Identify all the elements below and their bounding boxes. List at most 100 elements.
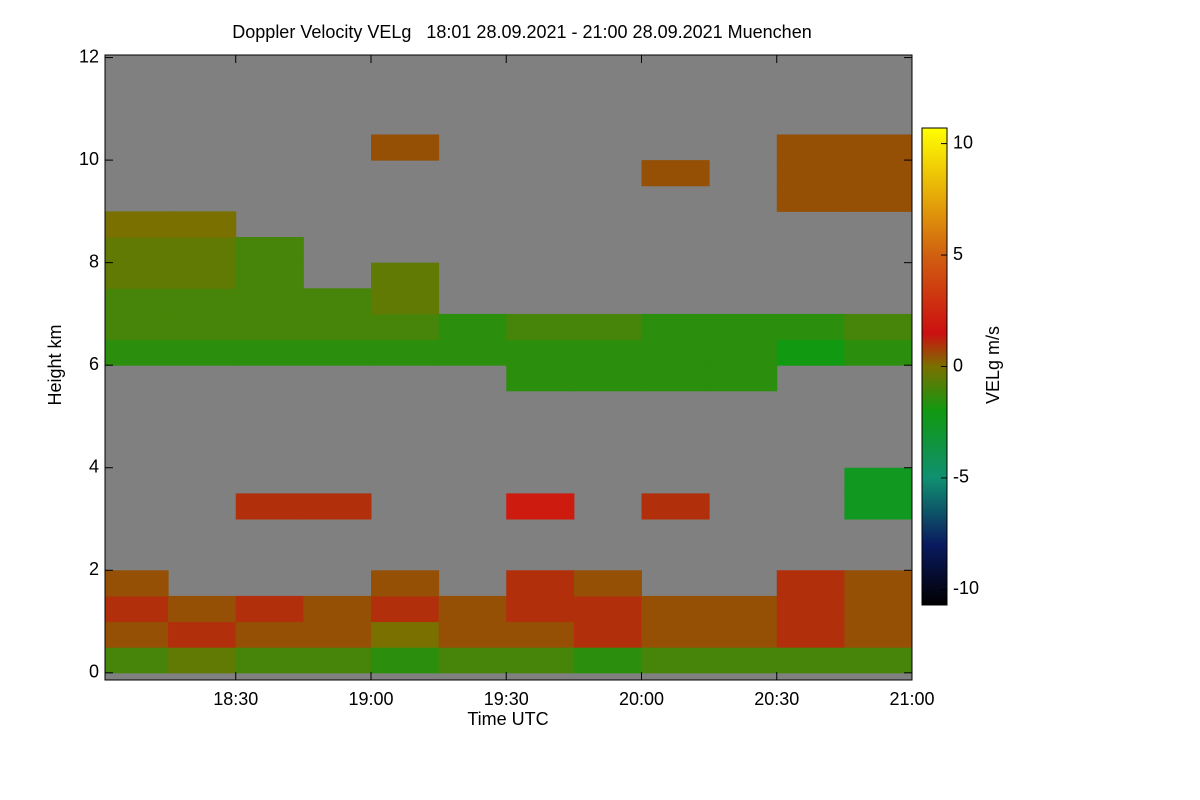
cell xyxy=(844,160,912,187)
y-tick-label: 2 xyxy=(89,559,99,579)
cell xyxy=(844,570,912,597)
cell xyxy=(235,339,304,366)
cell xyxy=(105,313,169,341)
cell xyxy=(641,313,710,341)
cell xyxy=(303,493,372,520)
cell xyxy=(168,262,237,289)
cell xyxy=(844,339,912,366)
cell xyxy=(105,237,169,264)
cell xyxy=(506,595,575,623)
cell xyxy=(641,621,710,648)
cell xyxy=(168,288,237,315)
cell xyxy=(641,647,710,674)
cell xyxy=(844,621,912,648)
cell xyxy=(709,313,778,341)
cell xyxy=(776,647,845,674)
cell xyxy=(844,313,912,341)
cell xyxy=(235,288,304,315)
cell xyxy=(844,595,912,623)
x-tick-label: 20:30 xyxy=(754,689,799,709)
cell xyxy=(641,160,710,187)
y-tick-label: 12 xyxy=(79,46,99,66)
y-tick-label: 8 xyxy=(89,251,99,271)
cell xyxy=(303,621,372,648)
cell xyxy=(844,647,912,674)
plot-frame xyxy=(104,54,913,681)
cell xyxy=(776,339,845,366)
colorbar-label: VELg m/s xyxy=(983,326,1003,404)
y-tick-label: 6 xyxy=(89,354,99,374)
cell xyxy=(506,313,575,341)
cell xyxy=(370,262,440,289)
cell xyxy=(573,595,642,623)
cell xyxy=(641,595,710,623)
cell xyxy=(709,621,778,648)
cell xyxy=(438,595,507,623)
cell xyxy=(844,467,912,494)
cell xyxy=(438,647,507,674)
cell xyxy=(776,570,845,597)
cell xyxy=(709,339,778,366)
cell xyxy=(105,288,169,315)
cell xyxy=(776,160,845,187)
y-tick-label: 4 xyxy=(89,456,99,476)
cell xyxy=(235,621,304,648)
cell xyxy=(844,134,912,161)
cell xyxy=(105,647,169,674)
cell xyxy=(370,134,440,161)
cell xyxy=(709,365,778,392)
cell xyxy=(506,621,575,648)
cell xyxy=(776,595,845,623)
y-axis-label: Height km xyxy=(45,324,65,405)
x-tick-label: 18:30 xyxy=(213,689,258,709)
x-tick-label: 19:30 xyxy=(484,689,529,709)
cell xyxy=(709,595,778,623)
heatmap xyxy=(105,134,912,674)
colorbar-tick-label: 5 xyxy=(953,244,963,264)
colorbar-tick-label: -10 xyxy=(953,578,979,598)
cell xyxy=(506,570,575,597)
cell xyxy=(370,647,440,674)
cell xyxy=(235,595,304,623)
cell xyxy=(438,339,507,366)
cell xyxy=(105,595,169,623)
colorbar-tick-label: -5 xyxy=(953,467,969,487)
cell xyxy=(573,365,642,392)
cell xyxy=(168,595,237,623)
cell xyxy=(303,595,372,623)
cell xyxy=(573,313,642,341)
cell xyxy=(303,647,372,674)
cell xyxy=(303,313,372,341)
cell xyxy=(105,621,169,648)
x-tick-label: 20:00 xyxy=(619,689,664,709)
cell xyxy=(506,493,575,520)
cell xyxy=(506,339,575,366)
cell xyxy=(235,493,304,520)
x-tick-label: 21:00 xyxy=(889,689,934,709)
cell xyxy=(235,647,304,674)
cell xyxy=(370,313,440,341)
cell xyxy=(235,262,304,289)
cell xyxy=(573,570,642,597)
cell xyxy=(105,570,169,597)
cell xyxy=(168,339,237,366)
y-tick-label: 10 xyxy=(79,149,99,169)
cell xyxy=(168,621,237,648)
cell xyxy=(776,134,845,161)
cell xyxy=(573,621,642,648)
cell xyxy=(776,621,845,648)
cell xyxy=(370,339,440,366)
cell xyxy=(303,339,372,366)
cell xyxy=(844,185,912,212)
cell xyxy=(235,313,304,341)
cell xyxy=(641,365,710,392)
cell xyxy=(370,570,440,597)
cell xyxy=(168,237,237,264)
cell xyxy=(573,339,642,366)
cell xyxy=(573,647,642,674)
cell xyxy=(370,595,440,623)
cell xyxy=(776,185,845,212)
cell xyxy=(168,647,237,674)
cell xyxy=(438,313,507,341)
